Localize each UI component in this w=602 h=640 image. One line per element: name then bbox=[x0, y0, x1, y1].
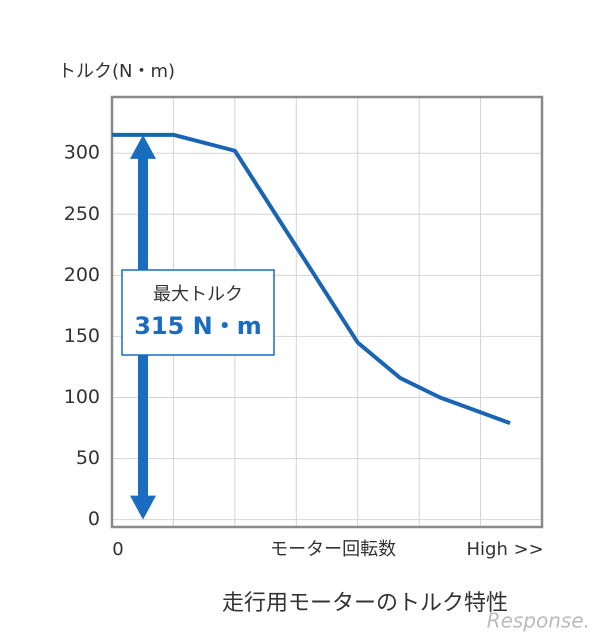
y-tick-label: 250 bbox=[64, 203, 100, 225]
annotation-box bbox=[121, 269, 275, 356]
y-axis-label: トルク(N・m) bbox=[58, 61, 175, 82]
watermark: Response. bbox=[487, 609, 590, 633]
plot-frame bbox=[110, 95, 544, 529]
x-tick-label: モーター回転数 bbox=[270, 539, 396, 560]
y-tick-label: 0 bbox=[88, 508, 100, 530]
annotation-value: 315 N・m bbox=[134, 312, 262, 340]
y-tick-label: 50 bbox=[76, 447, 100, 469]
chart-title: 走行用モーターのトルク特性 bbox=[222, 591, 508, 616]
y-tick-label: 300 bbox=[64, 142, 100, 164]
x-tick-label: High >> bbox=[467, 539, 544, 560]
y-tick-label: 150 bbox=[64, 325, 100, 347]
y-tick-label: 200 bbox=[64, 264, 100, 286]
y-tick-label: 100 bbox=[64, 386, 100, 408]
annotation-title: 最大トルク bbox=[153, 284, 243, 305]
line bbox=[112, 132, 511, 426]
x-tick-label: 0 bbox=[112, 539, 123, 560]
